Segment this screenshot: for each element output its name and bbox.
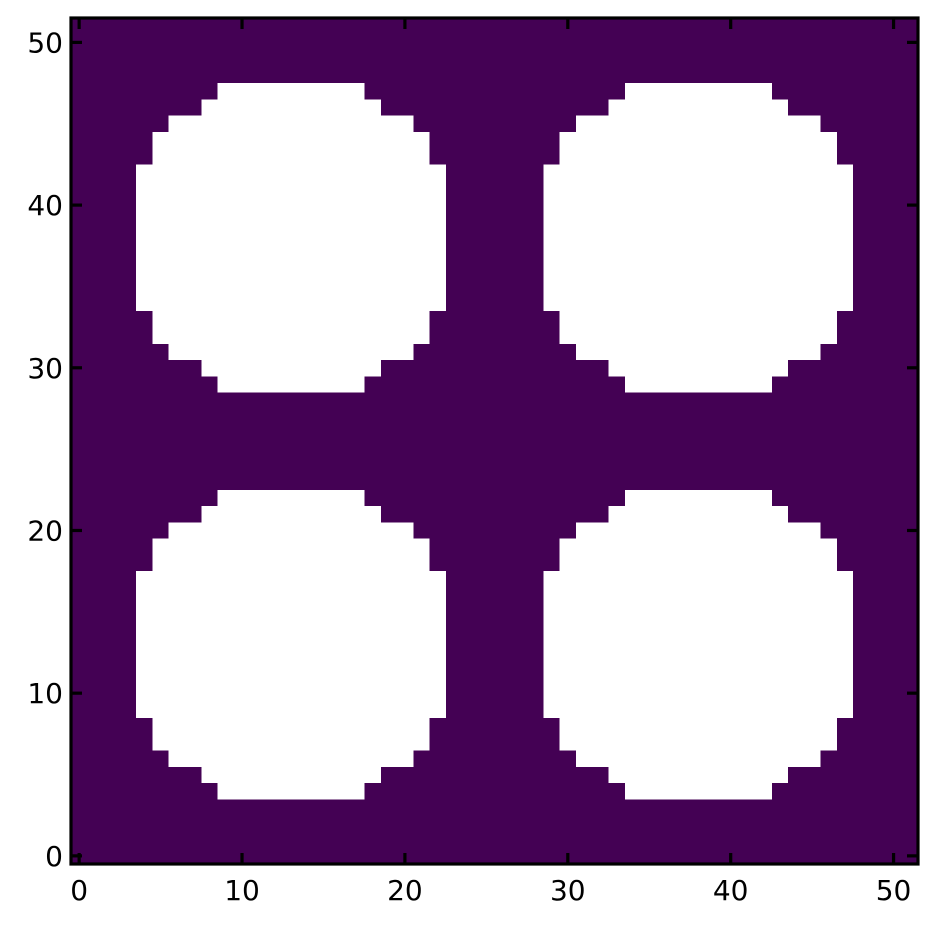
hole-cell-block: [217, 489, 365, 507]
hole-cell-block: [543, 294, 854, 312]
hole-cell-block: [543, 180, 854, 295]
hole-cell-block: [136, 294, 447, 312]
hole-cell-block: [201, 359, 381, 377]
hole-cell-block: [559, 310, 837, 344]
hole-cell-block: [608, 766, 789, 784]
hole-cell-block: [608, 99, 789, 117]
hole-cell-block: [543, 164, 854, 182]
hole-cell-block: [624, 375, 772, 393]
hole-cell-block: [168, 522, 414, 540]
hole-cell-block: [543, 571, 854, 588]
hole-cell-block: [168, 750, 414, 767]
hole-cell-block: [608, 506, 789, 523]
hole-cell-block: [559, 538, 837, 572]
hole-cell-block: [201, 766, 381, 784]
hole-cell-block: [559, 717, 837, 751]
y-tick-label: 10: [27, 677, 63, 710]
hole-cell-block: [217, 83, 365, 100]
axes-frame: [69, 16, 920, 866]
hole-cell-block: [608, 359, 789, 377]
y-tick-label: 50: [27, 26, 63, 59]
hole-cell-block: [136, 701, 447, 718]
hole-cell-block: [543, 587, 854, 702]
hole-cell-block: [168, 343, 414, 361]
y-tick-label: 0: [45, 840, 63, 873]
hole-cell-block: [575, 750, 821, 767]
x-tick-label: 20: [387, 874, 423, 907]
plot-area: [71, 18, 918, 864]
hole-cell-block: [543, 701, 854, 718]
hole-cell-block: [624, 489, 772, 507]
hole-cell-block: [152, 310, 430, 344]
hole-cell-block: [624, 782, 772, 800]
hole-cell-block: [559, 131, 837, 165]
y-axis: 0 10 20 30 40 50: [27, 26, 918, 873]
x-axis: 0 10 20 30 40 50: [70, 18, 911, 907]
hole-cell-block: [168, 115, 414, 133]
hole-cell-block: [217, 782, 365, 800]
hole-cell-block: [624, 83, 772, 100]
hole-cell-block: [136, 180, 447, 295]
hole-cell-block: [136, 164, 447, 182]
x-tick-label: 40: [713, 874, 749, 907]
hole-top-right: [543, 83, 854, 393]
hole-cell-block: [217, 375, 365, 393]
y-tick-label: 20: [27, 514, 63, 547]
hole-cell-block: [201, 99, 381, 117]
x-tick-label: 10: [224, 874, 260, 907]
hole-cell-block: [575, 115, 821, 133]
hole-cell-block: [575, 522, 821, 540]
hole-bottom-right: [543, 489, 854, 800]
y-tick-label: 30: [27, 352, 63, 385]
hole-top-left: [136, 83, 447, 393]
x-tick-label: 30: [550, 874, 586, 907]
x-tick-label: 0: [70, 874, 88, 907]
hole-cell-block: [201, 506, 381, 523]
x-tick-label: 50: [876, 874, 912, 907]
hole-bottom-left: [136, 489, 447, 800]
hole-cell-block: [152, 538, 430, 572]
hole-cell-block: [136, 571, 447, 588]
hole-cell-block: [152, 717, 430, 751]
hole-cell-block: [575, 343, 821, 361]
hole-cell-block: [136, 587, 447, 702]
y-tick-label: 40: [27, 189, 63, 222]
hole-cell-block: [152, 131, 430, 165]
